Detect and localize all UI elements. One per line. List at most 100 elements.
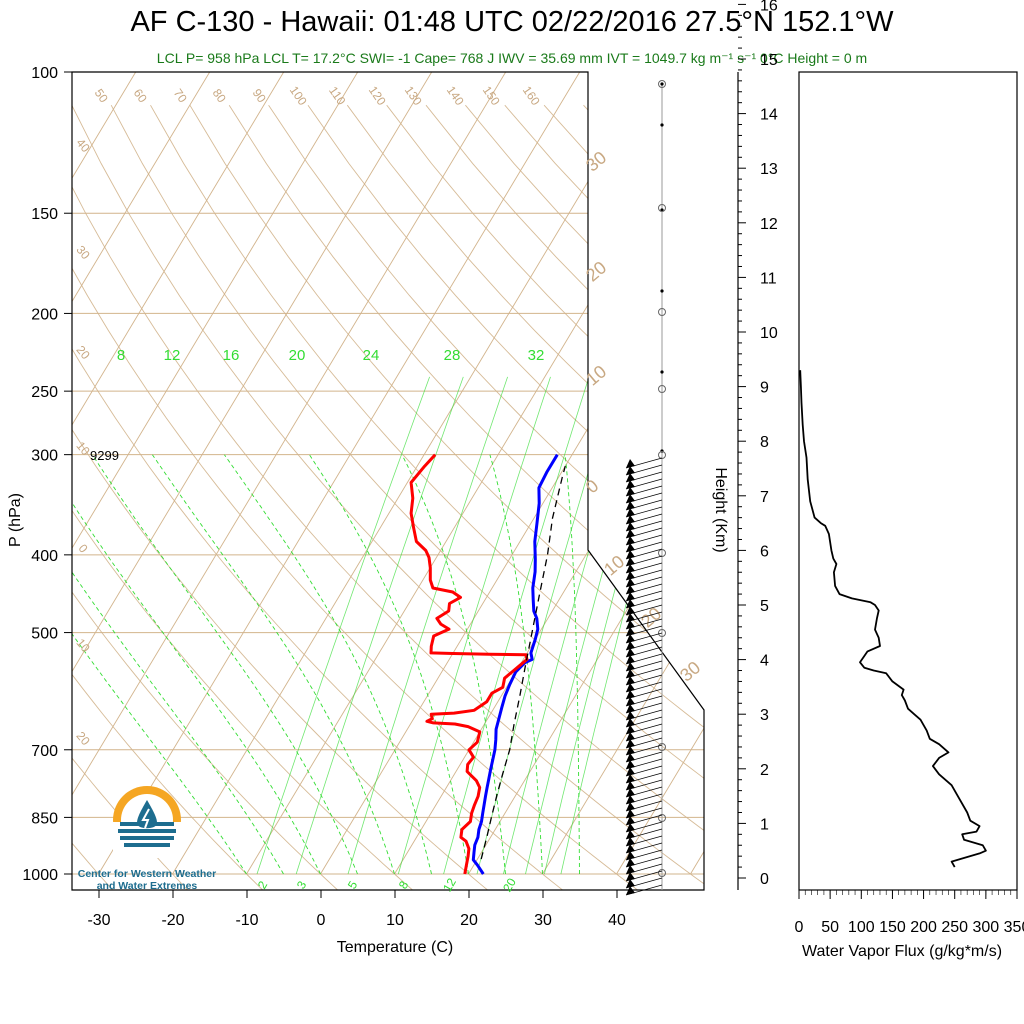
y-tick-label: 400 [31,548,58,565]
flux-x-tick-label: 200 [910,919,937,936]
flux-trace [799,370,987,868]
x-tick-label: 10 [386,912,404,929]
height-tick-label: 3 [760,707,769,724]
isotherm-label: 20 [73,729,93,748]
dry-adiabat-line [110,104,704,779]
wind-barb-flag [626,557,635,566]
dry-adiabat-line [150,104,704,728]
height-tick-label: 0 [760,871,769,888]
wind-barb-flag [626,683,635,692]
wind-dot [660,82,664,86]
skew-x-axis-label: Temperature (C) [337,939,453,956]
wind-barb-flag [626,851,635,860]
wind-barb-flag [626,480,635,489]
mixing-ratio-label: 24 [363,347,380,364]
mixing-ratio-label: 8 [117,347,125,364]
mixing-ratio-label: 32 [528,347,545,364]
moist-adiabat-line [152,454,395,875]
chart-title: AF C-130 - Hawaii: 01:48 UTC 02/22/2016 … [130,6,894,38]
flux-x-tick-label: 150 [879,919,906,936]
wind-calm-circle [658,204,666,212]
dry-adiabat-line [72,267,639,890]
wind-calm-circle [658,80,666,88]
height-tick-label: 7 [760,489,769,506]
dry-adiabat-line [72,428,489,890]
wind-barb-flag [626,725,635,734]
height-tick-label: 9 [760,380,769,397]
wind-barb-flag [626,536,635,545]
wind-barb-flag [626,823,635,832]
wind-barb-flag [626,564,635,573]
flux-x-tick-label: 100 [848,919,875,936]
wind-calm-circle [658,308,666,316]
moist-adiabat-line [564,454,580,874]
wind-barb-flag [626,627,635,636]
wind-barb-flag [626,641,635,650]
dewpoint-trace [409,453,529,875]
wind-barb-flag [626,830,635,839]
mixing-ratio-label: 16 [223,347,240,364]
x-tick-label: -20 [161,912,184,929]
flux-x-tick-label: 300 [973,919,1000,936]
wind-barb-flag [626,844,635,853]
mixing-ratio-line [256,376,430,875]
wind-barb-flag [626,459,635,468]
dry-adiabat-label: 110 [326,84,349,108]
wind-barb-flag [626,753,635,762]
height-tick-label: 13 [760,161,778,178]
dry-adiabat-label: 130 [402,83,425,108]
mixing-ratio-label: 12 [164,347,181,364]
wind-barb-flag [626,648,635,657]
wind-barb-flag [626,704,635,713]
wind-barb-flag [626,669,635,678]
y-tick-label: 500 [31,626,58,643]
flux-y-axis-label: Height (Km) [712,467,729,552]
mixing-ratio-line [443,376,590,875]
temperature-trace [471,453,559,875]
wind-barb-flag [626,529,635,538]
height-tick-label: 10 [760,325,778,342]
isotherm-line [72,72,137,180]
wind-calm-circle [658,385,666,393]
mixing-ratio-label: 20 [500,875,519,894]
wind-barb-flag [626,620,635,629]
wind-barb-flag [626,522,635,531]
dry-adiabat-label: 160 [520,83,543,108]
isotherm-label: 30 [73,243,93,262]
wind-barb-flag [626,662,635,671]
isotherm-line [72,72,211,303]
wind-dot [660,370,664,374]
isotherm-line [72,72,285,426]
wind-barb-flag [626,788,635,797]
dry-adiabat-line [72,104,704,832]
dry-adiabat-label: 70 [171,86,190,105]
wind-barb-flag [626,501,635,510]
flux-x-tick-label: 350 [1004,919,1024,936]
skew-t-traces [409,72,704,875]
height-tick-label: 12 [760,216,778,233]
isotherm-line [172,72,655,875]
dry-adiabat-label: 80 [210,86,229,105]
wind-barb-flag [626,508,635,517]
wind-barb-flag [626,816,635,825]
y-tick-label: 1000 [22,867,58,884]
dry-adiabat-label: 50 [92,86,111,105]
isotherm-label: 10 [73,636,93,655]
height-tick-label: 5 [760,598,769,615]
flux-x-tick-label: 0 [795,919,804,936]
y-tick-label: 150 [31,206,58,223]
dry-adiabat-line [72,348,564,890]
dry-adiabat-line [72,185,704,885]
wind-dot [660,208,664,212]
dry-adiabat-label: 100 [287,83,310,108]
isotherm-line [98,72,581,875]
x-tick-label: 20 [460,912,478,929]
dry-adiabat-label: 150 [480,83,503,108]
wind-barb-flag [626,634,635,643]
height-tick-label: 4 [760,653,769,670]
wind-barb-flag [626,886,635,895]
wind-barb-flag [626,599,635,608]
